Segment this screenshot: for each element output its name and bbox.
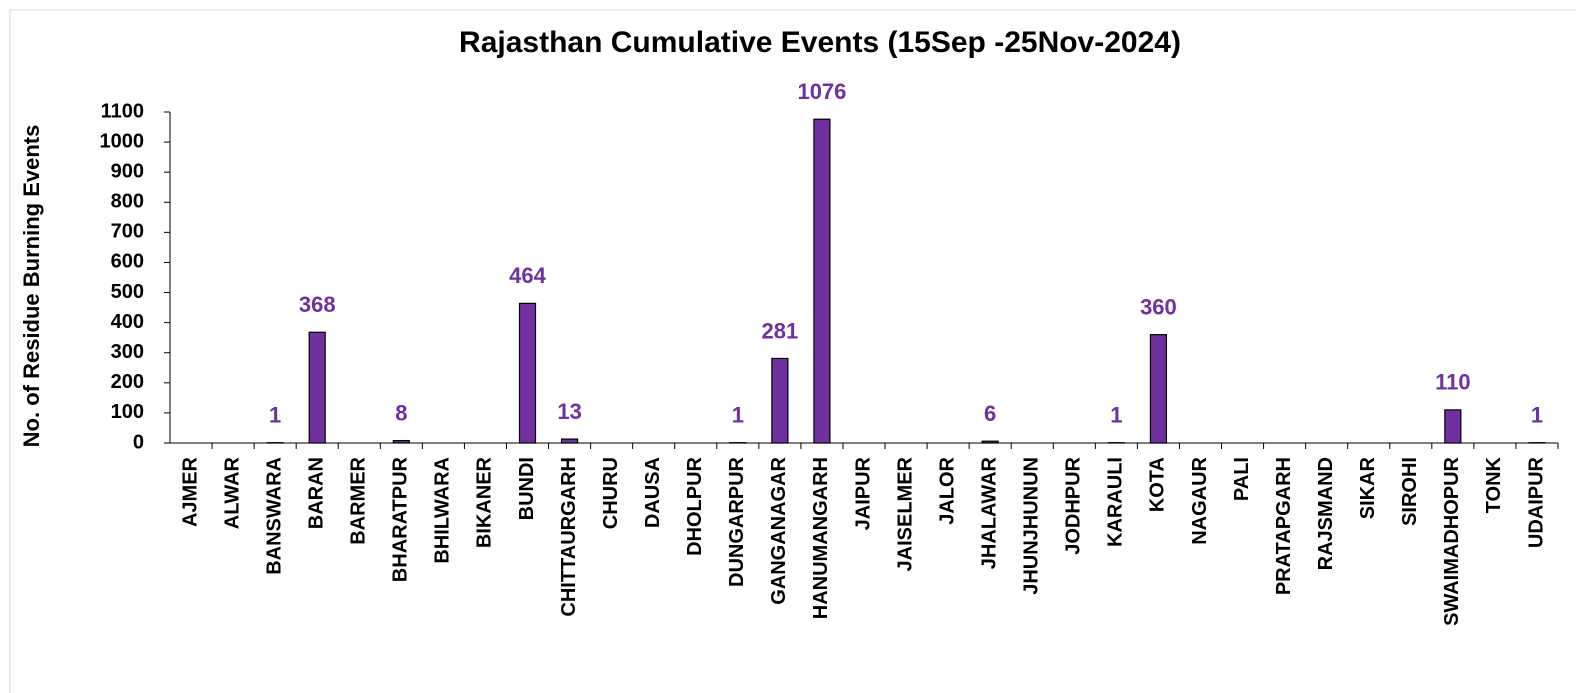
x-tick-label: BIKANER xyxy=(474,456,496,548)
data-label: 368 xyxy=(299,292,336,317)
bar xyxy=(1444,409,1462,444)
data-label: 1 xyxy=(732,403,744,428)
chart-title: Rajasthan Cumulative Events (15Sep -25No… xyxy=(459,26,1181,59)
x-tick-label: PALI xyxy=(1231,457,1253,501)
x-tick-label: JODHPUR xyxy=(1063,456,1085,554)
data-label: 1 xyxy=(1110,403,1122,428)
x-tick-label: ALWAR xyxy=(221,456,243,529)
y-tick-label: 200 xyxy=(111,371,144,393)
y-tick-label: 500 xyxy=(111,281,144,303)
x-tick-label: UDAIPUR xyxy=(1525,456,1547,548)
x-tick-label: BARMER xyxy=(348,456,370,544)
data-label: 464 xyxy=(509,263,546,288)
data-label: 281 xyxy=(762,318,799,343)
bar xyxy=(981,440,999,444)
x-tick-label: BANSWARA xyxy=(263,457,285,575)
y-tick-label: 800 xyxy=(111,191,144,213)
y-tick-label: 900 xyxy=(111,160,144,182)
y-tick-label: 1000 xyxy=(100,130,145,152)
x-tick-label: JHUNJHUNUN xyxy=(1021,457,1043,595)
data-label: 6 xyxy=(984,401,996,426)
data-label: 360 xyxy=(1140,294,1177,319)
data-label: 13 xyxy=(557,399,581,424)
bar xyxy=(518,302,537,444)
x-tick-label: BARAN xyxy=(305,457,327,529)
data-label: 8 xyxy=(395,400,407,425)
y-tick-label: 300 xyxy=(111,341,144,363)
y-tick-label: 600 xyxy=(111,251,144,273)
y-tick-label: 0 xyxy=(133,431,144,453)
bar xyxy=(771,357,789,444)
x-tick-label: SWAIMADHOPUR xyxy=(1441,456,1463,625)
x-tick-label: RAJSMAND xyxy=(1315,457,1337,570)
y-tick-label: 700 xyxy=(111,221,144,243)
x-tick-label: PRATAPGARH xyxy=(1273,457,1295,595)
y-tick-label: 100 xyxy=(111,401,144,423)
x-tick-label: JHALAWAR xyxy=(978,456,1000,569)
x-tick-label: JAIPUR xyxy=(852,456,874,530)
chart-border xyxy=(9,9,1576,693)
data-label: 1076 xyxy=(797,79,846,104)
x-tick-label: HANUMANGARH xyxy=(810,457,832,619)
x-tick-label: TONK xyxy=(1483,456,1505,513)
x-tick-label: JALOR xyxy=(936,456,958,524)
x-tick-label: KARAULI xyxy=(1105,457,1127,547)
x-tick-label: GANGANAGAR xyxy=(768,456,790,604)
x-tick-label: BUNDI xyxy=(516,457,538,520)
x-tick-label: KOTA xyxy=(1147,457,1169,512)
data-label: 1 xyxy=(269,403,281,428)
y-tick-label: 1100 xyxy=(101,100,144,122)
bar xyxy=(813,118,831,444)
x-tick-label: BHILWARA xyxy=(432,457,454,564)
bar xyxy=(560,438,579,444)
y-axis-title: No. of Residue Burning Events xyxy=(19,125,44,448)
data-label: 1 xyxy=(1531,403,1543,428)
x-tick-label: DUNGARPUR xyxy=(726,456,748,587)
x-tick-label: JAISELMER xyxy=(894,456,916,571)
x-tick-label: DAUSA xyxy=(642,457,664,528)
bar xyxy=(1149,334,1168,444)
bar xyxy=(392,439,410,444)
bar xyxy=(308,331,326,444)
x-tick-label: DHOLPUR xyxy=(684,456,706,555)
data-label: 110 xyxy=(1435,370,1471,395)
y-tick-label: 400 xyxy=(111,311,144,333)
x-tick-label: NAGAUR xyxy=(1189,456,1211,544)
x-tick-label: CHITTAURGARH xyxy=(558,457,580,617)
x-tick-label: CHURU xyxy=(600,457,622,529)
x-tick-label: AJMER xyxy=(179,456,201,527)
x-tick-label: SIKAR xyxy=(1357,456,1379,519)
x-tick-label: BHARATPUR xyxy=(390,456,412,582)
x-tick-label: SIROHI xyxy=(1399,457,1421,526)
